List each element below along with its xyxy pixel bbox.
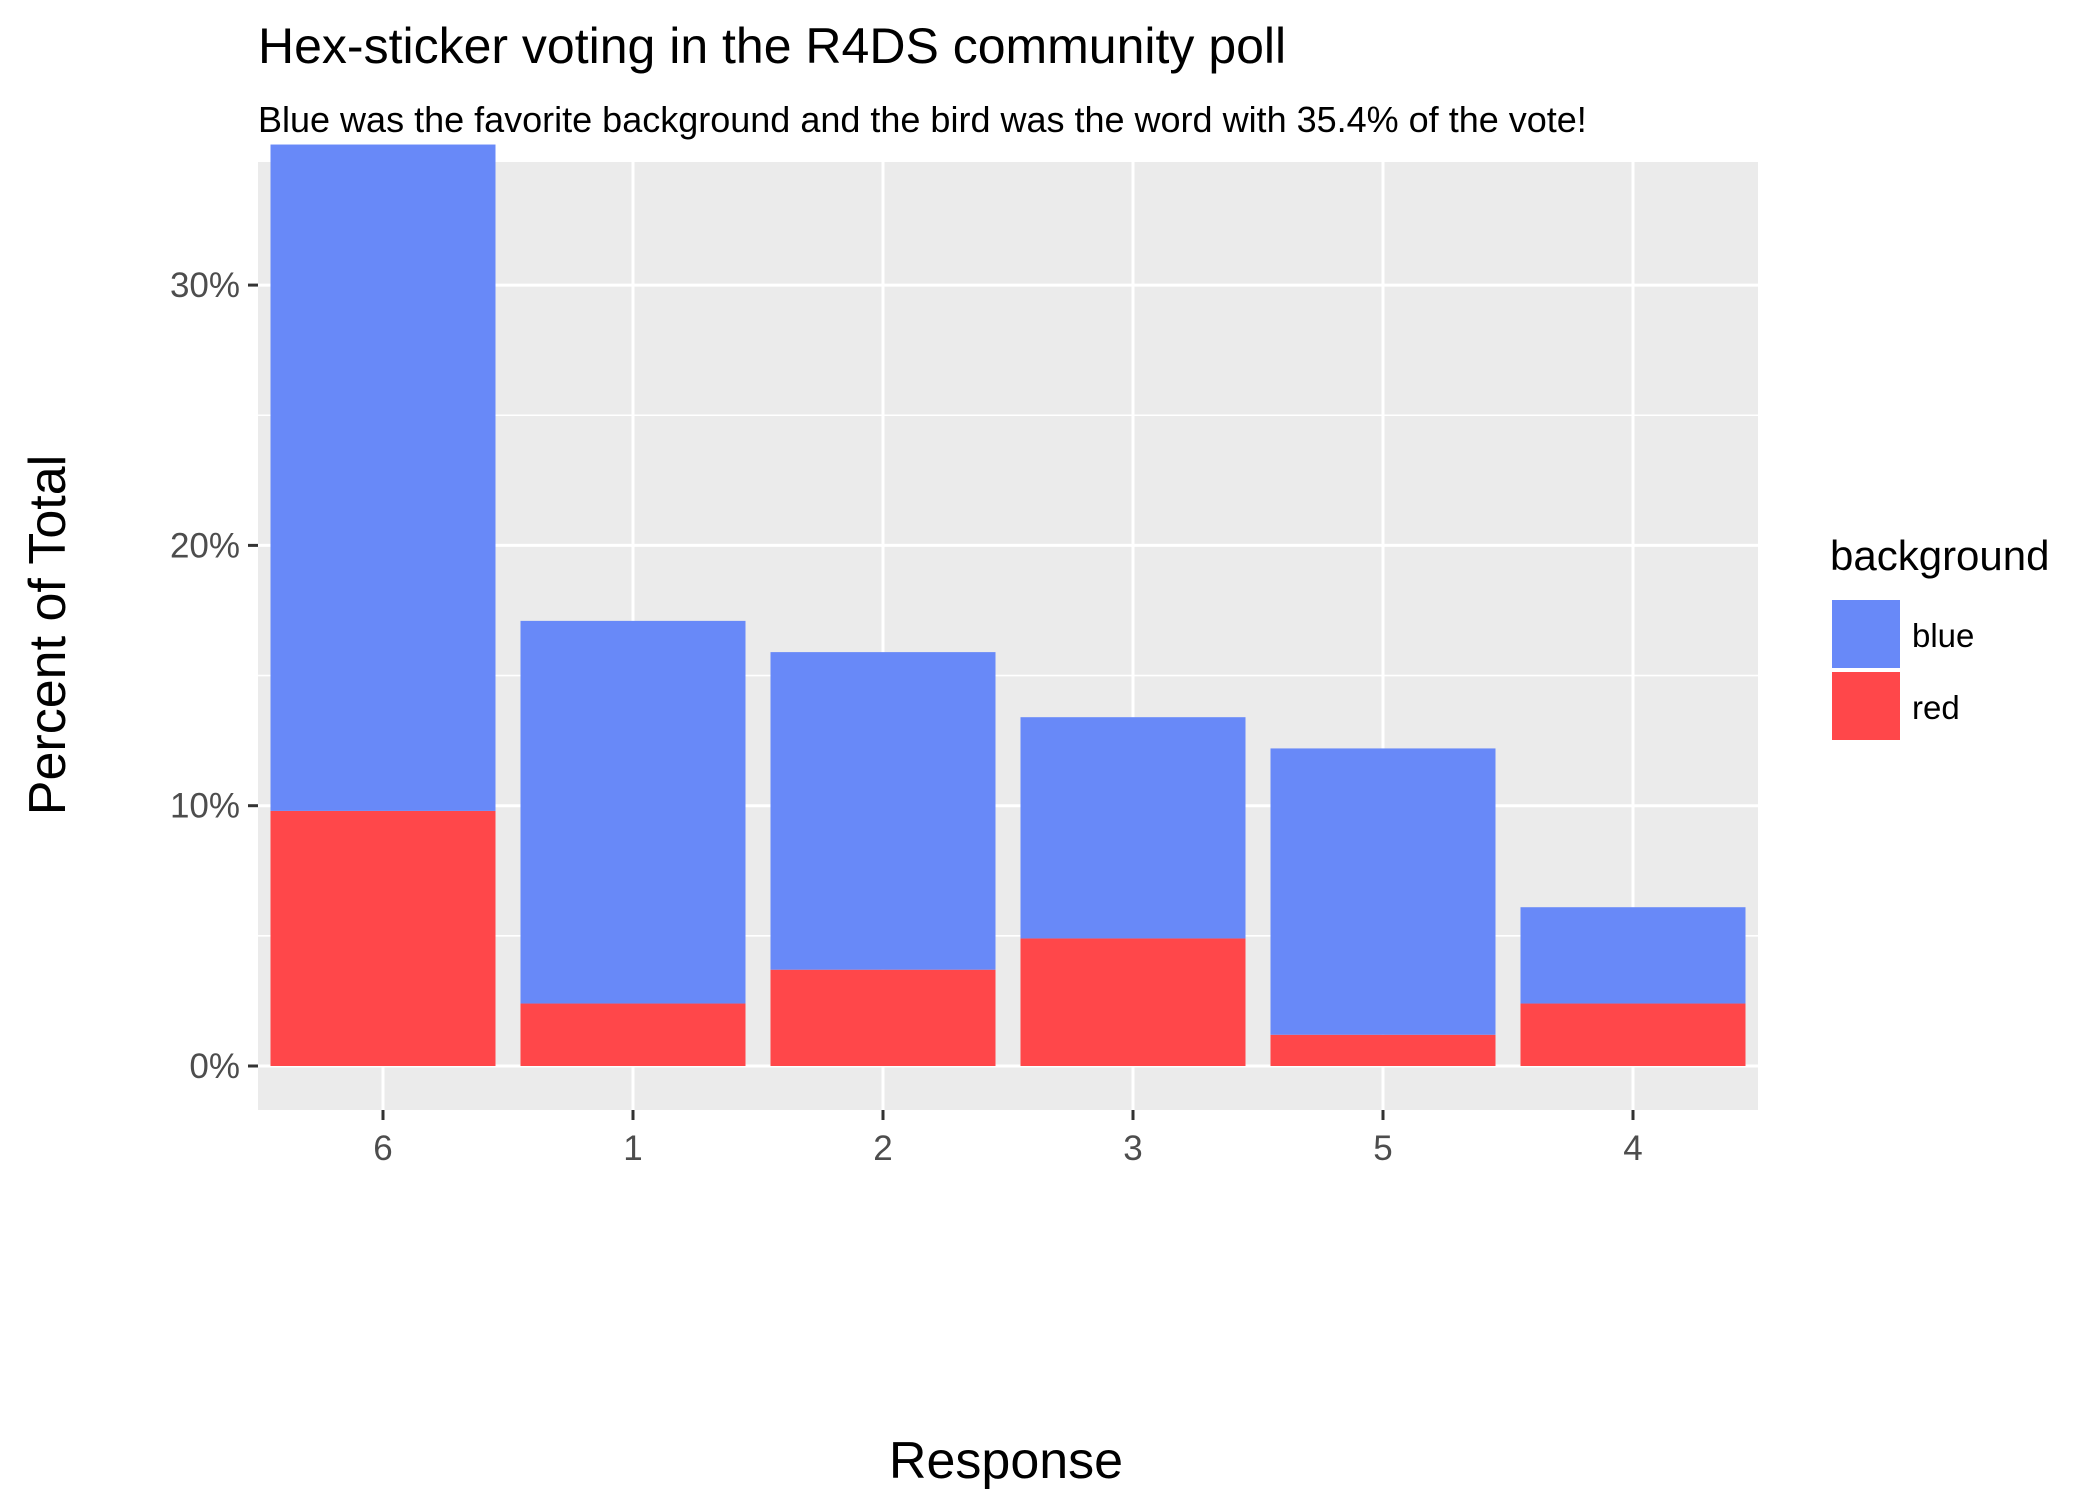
bar-blue-2 bbox=[770, 652, 996, 970]
chart-subtitle: Blue was the favorite background and the… bbox=[258, 99, 1587, 140]
panel-background bbox=[258, 162, 1758, 1110]
x-axis: 6 1 2 3 5 4 bbox=[373, 1110, 1643, 1168]
legend: background blue red bbox=[1830, 532, 2050, 740]
bar-blue-3 bbox=[1020, 717, 1246, 939]
legend-key-blue bbox=[1832, 600, 1900, 668]
bar-red-6 bbox=[270, 810, 496, 1066]
x-tick-label: 2 bbox=[873, 1129, 892, 1168]
bar-red-5 bbox=[1270, 1034, 1496, 1066]
legend-key-red bbox=[1832, 672, 1900, 740]
y-tick-label: 10% bbox=[170, 787, 240, 826]
x-tick-label: 5 bbox=[1373, 1129, 1392, 1168]
bar-blue-1 bbox=[520, 620, 746, 1004]
x-axis-title: Response bbox=[889, 1432, 1123, 1490]
y-tick-label: 0% bbox=[189, 1047, 240, 1086]
legend-label-red: red bbox=[1912, 689, 1960, 726]
y-tick-label: 30% bbox=[170, 266, 240, 305]
bar-blue-4 bbox=[1520, 907, 1746, 1004]
bar-blue-5 bbox=[1270, 748, 1496, 1035]
y-axis: 0% 10% 20% 30% bbox=[170, 266, 258, 1086]
x-tick-label: 4 bbox=[1623, 1129, 1642, 1168]
bar-red-4 bbox=[1520, 1003, 1746, 1066]
bar-red-3 bbox=[1020, 938, 1246, 1066]
bar-blue-6 bbox=[270, 144, 496, 811]
bar-red-2 bbox=[770, 969, 996, 1066]
plot-panel bbox=[258, 162, 1758, 1110]
y-axis-title: Percent of Total bbox=[19, 455, 77, 815]
legend-title: background bbox=[1830, 532, 2050, 579]
x-tick-label: 6 bbox=[373, 1129, 392, 1168]
chart-title: Hex-sticker voting in the R4DS community… bbox=[258, 18, 1286, 74]
y-tick-label: 20% bbox=[170, 526, 240, 565]
legend-label-blue: blue bbox=[1912, 617, 1974, 654]
bar-red-1 bbox=[520, 1003, 746, 1066]
x-tick-label: 3 bbox=[1123, 1129, 1142, 1168]
bars bbox=[270, 144, 1746, 1066]
x-tick-label: 1 bbox=[623, 1129, 642, 1168]
